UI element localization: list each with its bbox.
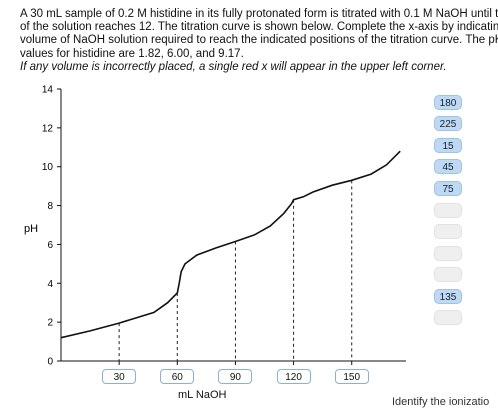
x-axis-answer-slot[interactable]: 120 <box>276 369 311 384</box>
y-tick-label: 6 <box>47 240 53 251</box>
answer-chip[interactable]: 225 <box>434 116 462 131</box>
question-prompt: A 30 mL sample of 0.2 M histidine in its… <box>20 8 498 74</box>
dashed-marker-group <box>118 180 353 365</box>
y-tick-label: 2 <box>47 318 53 329</box>
y-tick-label: 10 <box>42 162 54 173</box>
answer-chip[interactable]: 75 <box>434 181 462 196</box>
y-axis-label: pH <box>24 223 38 235</box>
prompt-line: of the solution reaches 12. The titratio… <box>20 21 498 34</box>
answer-chip[interactable]: 135 <box>434 289 462 304</box>
next-question-text: Identify the ionizatio <box>392 396 490 408</box>
x-axis-answer-slot[interactable]: 150 <box>334 369 369 384</box>
y-tick-label: 0 <box>47 357 53 368</box>
answer-chip-empty[interactable] <box>434 203 462 218</box>
answer-chip-empty[interactable] <box>434 224 462 239</box>
y-tick-label: 8 <box>47 201 53 212</box>
y-tick-label: 14 <box>42 85 54 96</box>
prompt-line: A 30 mL sample of 0.2 M histidine in its… <box>20 8 498 20</box>
answer-chip[interactable]: 45 <box>434 159 462 174</box>
prompt-line: values for histidine are 1.82, 6.00, and… <box>20 47 244 60</box>
answer-chip-empty[interactable] <box>434 310 462 325</box>
y-tick-label: 4 <box>47 279 53 290</box>
x-axis-label: mL NaOH <box>178 389 227 401</box>
prompt-line: volume of NaOH solution required to reac… <box>20 34 498 47</box>
answer-chip-empty[interactable] <box>434 267 462 282</box>
x-axis-answer-slot[interactable]: 90 <box>218 369 253 384</box>
x-axis-answer-slot[interactable]: 60 <box>160 369 195 384</box>
chart-axes <box>60 89 406 362</box>
y-tick-group: 0 2 4 6 8 10 12 14 <box>42 85 61 368</box>
titration-curve <box>60 150 401 339</box>
answer-chip-empty[interactable] <box>434 246 462 261</box>
answer-chip[interactable]: 15 <box>434 138 462 153</box>
prompt-note: If any volume is incorrectly placed, a s… <box>20 60 447 73</box>
x-axis-answer-slot[interactable]: 30 <box>102 369 137 384</box>
answer-chip[interactable]: 180 <box>434 95 462 110</box>
y-tick-label: 12 <box>42 123 54 134</box>
